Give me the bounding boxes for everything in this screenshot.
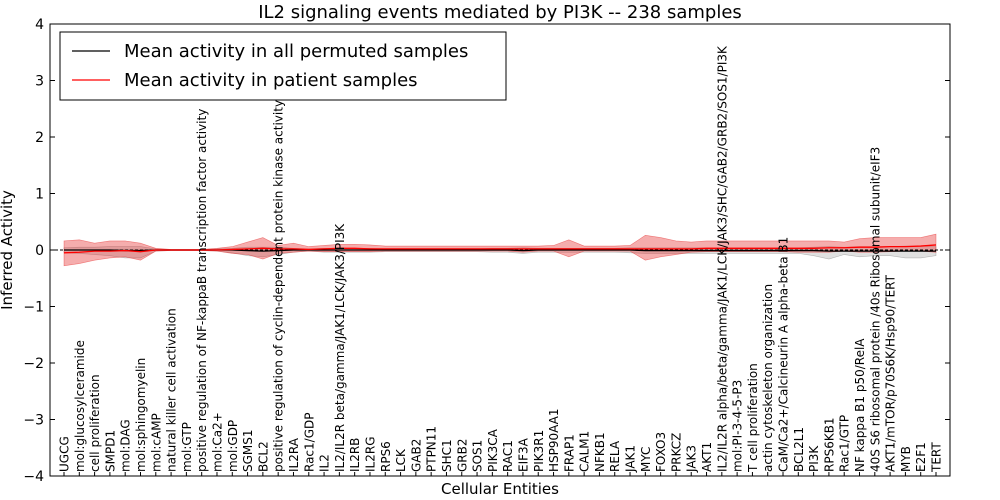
x-tick-label: IL2 bbox=[318, 454, 332, 472]
y-tick-label: 2 bbox=[35, 130, 44, 146]
x-tick-label: T cell proliferation bbox=[746, 363, 760, 473]
y-axis-label: Inferred Activity bbox=[0, 190, 16, 310]
x-tick-label: 40S S6 ribosomal protein /40s Ribosomal … bbox=[868, 147, 882, 472]
x-tick-label: PIK3R1 bbox=[532, 430, 546, 472]
x-tick-label: FRAP1 bbox=[562, 434, 576, 472]
x-tick-label: E2F1 bbox=[914, 442, 928, 472]
x-tick-label: UGCG bbox=[58, 436, 72, 472]
x-tick-label: MYB bbox=[899, 446, 913, 472]
chart-title: IL2 signaling events mediated by PI3K --… bbox=[258, 2, 742, 23]
y-tick-label: 4 bbox=[35, 17, 44, 33]
x-tick-label: SOS1 bbox=[471, 440, 485, 472]
x-tick-label: LCK bbox=[394, 448, 408, 472]
y-tick-label: −2 bbox=[23, 356, 44, 372]
y-tick-label: −1 bbox=[23, 300, 44, 316]
x-tick-label: JAK1 bbox=[624, 445, 638, 473]
x-tick-label: SMPD1 bbox=[103, 430, 117, 472]
x-tick-label: PI3K bbox=[807, 445, 821, 472]
x-tick-label: CaM/Ca2+/Calcineurin A alpha-beta B1 bbox=[777, 237, 791, 472]
x-tick-label: NF kappa B1 p50/RelA bbox=[853, 338, 867, 472]
x-tick-label: JAK3 bbox=[685, 445, 699, 473]
x-tick-label: BCL2 bbox=[256, 441, 270, 472]
y-tick-label: 1 bbox=[35, 187, 44, 203]
x-tick-label: RPS6 bbox=[379, 441, 393, 472]
x-tick-label: FOXO3 bbox=[654, 432, 668, 472]
x-tick-label: HSP90AA1 bbox=[547, 408, 561, 472]
x-tick-label: mol:Ca2+ bbox=[210, 412, 224, 472]
x-tick-label: PTPN11 bbox=[425, 426, 439, 472]
x-tick-label: IL2RB bbox=[348, 438, 362, 472]
y-tick-label: 3 bbox=[35, 74, 44, 90]
x-tick-label: NFKB1 bbox=[593, 432, 607, 472]
x-tick-label: PIK3CA bbox=[486, 428, 500, 472]
x-tick-label: IL2/IL2R alpha/beta/gamma/JAK1/LCK/JAK3/… bbox=[715, 45, 729, 472]
x-tick-labels: UGCG mol:glucosylceramide cell proliferati… bbox=[58, 45, 944, 476]
x-tick-label: CALM1 bbox=[578, 431, 592, 472]
x-tick-label: RELA bbox=[608, 440, 622, 472]
x-tick-label: RAC1 bbox=[501, 440, 515, 472]
y-tick-label: 0 bbox=[35, 243, 44, 259]
x-tick-label: IL2RA bbox=[287, 437, 301, 472]
x-tick-label: SGMS1 bbox=[241, 429, 255, 472]
x-tick-label: mol:DAG bbox=[119, 419, 133, 472]
series-lines bbox=[63, 244, 937, 254]
x-tick-label: SHC1 bbox=[440, 439, 454, 472]
x-tick-label: EIF3A bbox=[516, 437, 530, 472]
x-tick-label: BCL2L1 bbox=[792, 427, 806, 472]
x-tick-label: mol:sphingomyelin bbox=[134, 358, 148, 472]
x-tick-label: positive regulation of cyclin-dependent … bbox=[272, 100, 286, 472]
x-tick-label: Rac1/GTP bbox=[838, 415, 852, 472]
x-tick-label: IL2RG bbox=[363, 436, 377, 472]
x-tick-label: mol:glucosylceramide bbox=[73, 340, 87, 472]
x-tick-label: mol:cAMP bbox=[149, 413, 163, 472]
legend-box bbox=[59, 31, 507, 101]
y-axis: −4 −3 −2 −1 0 1 2 3 4 bbox=[23, 17, 950, 485]
y-tick-label: −3 bbox=[23, 413, 44, 429]
y-tick-label: −4 bbox=[23, 469, 44, 485]
legend: Mean activity in all permuted samples Me… bbox=[59, 31, 507, 101]
x-tick-label: MYC bbox=[639, 447, 653, 472]
x-tick-label: mol:GTP bbox=[180, 422, 194, 472]
x-tick-label: natural killer cell activation bbox=[165, 308, 179, 472]
x-tick-label: GAB2 bbox=[409, 439, 423, 472]
x-tick-label: TERT bbox=[930, 442, 944, 473]
x-tick-label: PRKCZ bbox=[669, 433, 683, 472]
x-tick-label: AKT1/mTOR/p70S6K/Hsp90/TERT bbox=[884, 274, 898, 472]
x-tick-label: Rac1/GDP bbox=[302, 413, 316, 472]
x-tick-label: RPS6KB1 bbox=[822, 417, 836, 472]
x-tick-label: actin cytoskeleton organization bbox=[761, 284, 775, 472]
x-tick-label: IL2/IL2R beta/gamma/JAK1/LCK/JAK3/PI3K bbox=[333, 223, 347, 472]
x-tick-label: mol:GDP bbox=[226, 420, 240, 472]
legend-label-permuted: Mean activity in all permuted samples bbox=[124, 41, 468, 62]
x-tick-label: cell proliferation bbox=[88, 374, 102, 472]
x-tick-label: mol:PI-3-4-5-P3 bbox=[731, 380, 745, 472]
x-tick-label: GRB2 bbox=[455, 438, 469, 472]
x-axis-label: Cellular Entities bbox=[441, 480, 559, 498]
x-tick-label: positive regulation of NF-kappaB transcr… bbox=[195, 109, 209, 472]
x-tick-label: AKT1 bbox=[700, 442, 714, 472]
line-patient bbox=[63, 244, 937, 254]
legend-label-patient: Mean activity in patient samples bbox=[124, 70, 418, 91]
